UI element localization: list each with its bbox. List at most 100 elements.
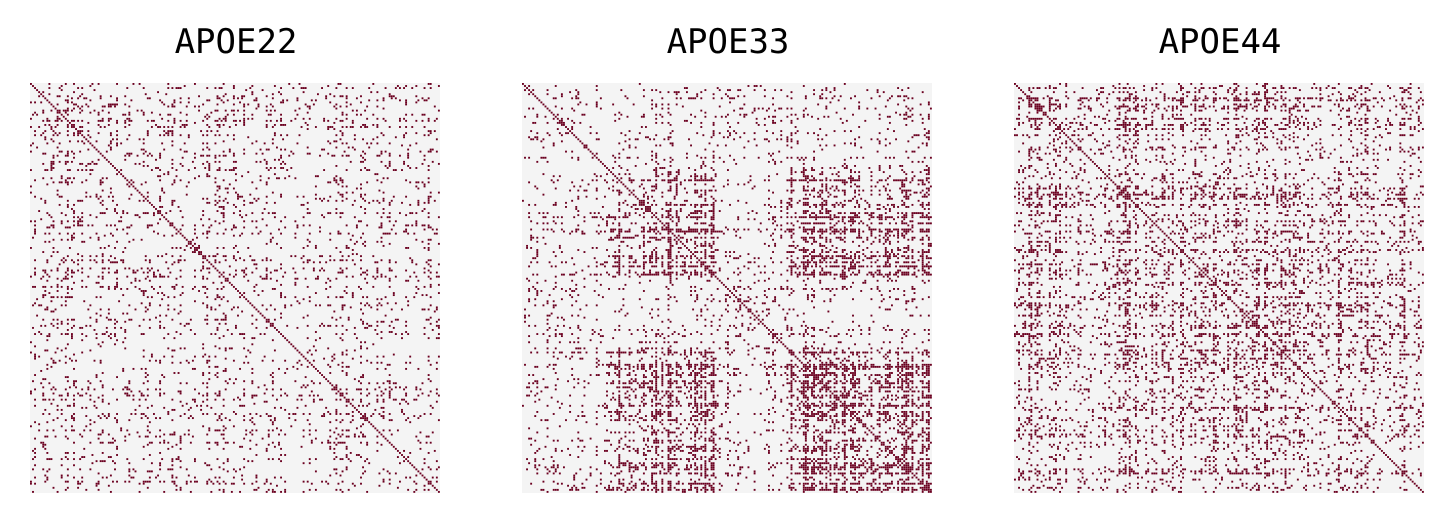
heatmap-cell xyxy=(604,195,606,198)
heatmap-cell xyxy=(335,103,338,106)
heatmap-cell xyxy=(265,478,268,481)
heatmap-cell xyxy=(554,97,557,100)
heatmap-cell xyxy=(183,126,186,128)
heatmap-cell xyxy=(618,201,621,204)
heatmap-cell xyxy=(73,224,75,227)
heatmap-cell xyxy=(415,220,418,223)
heatmap-cell xyxy=(278,441,280,444)
heatmap-cell xyxy=(331,384,334,387)
heatmap-cell xyxy=(267,458,270,461)
heatmap-cell xyxy=(81,134,84,137)
heatmap-cell xyxy=(345,353,348,356)
heatmap-cell xyxy=(733,158,736,161)
heatmap-cell xyxy=(148,480,151,483)
heatmap-cell xyxy=(79,482,82,485)
heatmap-cell xyxy=(171,126,174,128)
heatmap-cell xyxy=(81,130,84,133)
heatmap-cell xyxy=(382,406,385,409)
heatmap-cell xyxy=(173,261,176,264)
heatmap-cell xyxy=(247,361,250,364)
heatmap-cell xyxy=(323,413,326,415)
heatmap-cell xyxy=(345,329,348,331)
heatmap-cell xyxy=(235,259,237,262)
heatmap-cell xyxy=(427,242,430,245)
heatmap-cell xyxy=(850,212,852,215)
heatmap-cell xyxy=(271,458,274,461)
heatmap-cell xyxy=(376,269,379,272)
heatmap-cell xyxy=(294,413,297,415)
heatmap-cell xyxy=(419,431,422,434)
heatmap-cell xyxy=(349,238,352,241)
heatmap-cell xyxy=(542,146,545,149)
heatmap-cell xyxy=(724,144,727,147)
heatmap-cell xyxy=(755,212,758,215)
heatmap-cell xyxy=(396,486,399,489)
heatmap-cell xyxy=(251,85,254,87)
heatmap-cell xyxy=(276,119,278,122)
heatmap-cell xyxy=(364,126,367,128)
heatmap-cell xyxy=(353,333,356,335)
heatmap-cell xyxy=(360,126,362,128)
heatmap-cell xyxy=(429,316,432,319)
heatmap-cell xyxy=(159,417,162,420)
heatmap-cell xyxy=(296,326,299,329)
heatmap-cell xyxy=(44,199,47,202)
heatmap-cell xyxy=(833,89,836,92)
heatmap-cell xyxy=(624,173,627,176)
heatmap-cell xyxy=(809,206,811,208)
heatmap-cell xyxy=(366,269,369,272)
heatmap-cell xyxy=(577,189,580,192)
heatmap-cell xyxy=(727,130,729,133)
heatmap-cell xyxy=(101,384,104,387)
heatmap-cell xyxy=(163,441,166,444)
heatmap-cell xyxy=(89,162,92,165)
heatmap-cell xyxy=(218,160,221,163)
heatmap-cell xyxy=(556,121,559,124)
heatmap-cell xyxy=(212,482,215,485)
heatmap-cell xyxy=(159,435,162,438)
heatmap-cell xyxy=(813,179,815,182)
heatmap-cell xyxy=(255,443,258,446)
heatmap-cell xyxy=(917,183,920,186)
heatmap-cell xyxy=(269,232,272,235)
heatmap-cell xyxy=(794,113,797,116)
heatmap-cell xyxy=(183,124,186,126)
heatmap-cell xyxy=(230,490,233,493)
heatmap-cell xyxy=(171,203,174,206)
heatmap-cell xyxy=(73,367,75,370)
heatmap-cell xyxy=(120,326,123,329)
heatmap-cell xyxy=(40,101,43,104)
heatmap-cell xyxy=(241,445,244,448)
heatmap-cell xyxy=(712,208,715,210)
heatmap-cell xyxy=(206,113,209,116)
heatmap-cell xyxy=(743,95,746,98)
heatmap-cell xyxy=(148,261,151,264)
heatmap-cell xyxy=(34,357,36,360)
heatmap-cell xyxy=(253,285,256,288)
heatmap-cell xyxy=(42,378,45,381)
heatmap-cell xyxy=(304,376,307,379)
heatmap-cell xyxy=(163,337,166,340)
heatmap-cell xyxy=(97,482,100,485)
heatmap-cell xyxy=(218,154,221,157)
heatmap-cell xyxy=(60,425,63,428)
heatmap-cell xyxy=(768,212,770,215)
heatmap-cell xyxy=(345,398,348,401)
heatmap-cell xyxy=(911,160,914,163)
heatmap-cell xyxy=(191,251,194,253)
heatmap-cell xyxy=(218,466,221,469)
heatmap-cell xyxy=(60,175,63,178)
heatmap-cell xyxy=(214,156,217,159)
heatmap-cell xyxy=(101,181,104,184)
heatmap-cell xyxy=(927,132,930,135)
heatmap-cell xyxy=(255,308,258,311)
heatmap-cell xyxy=(423,458,426,461)
heatmap-cell xyxy=(222,124,225,126)
heatmap-cell xyxy=(97,343,100,346)
heatmap-cell xyxy=(265,326,268,329)
heatmap-cell xyxy=(319,382,321,385)
heatmap-cell xyxy=(429,277,432,280)
heatmap-cell xyxy=(228,347,231,350)
heatmap-cell xyxy=(56,95,59,98)
heatmap-cell xyxy=(337,482,340,485)
